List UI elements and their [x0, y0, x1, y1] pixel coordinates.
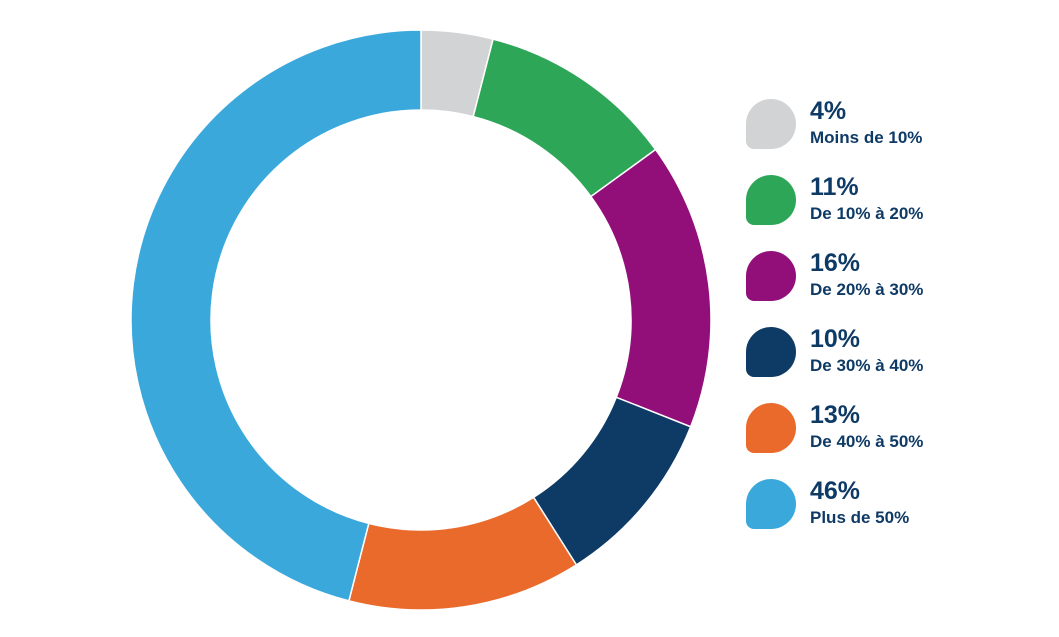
legend-label: Plus de 50%: [810, 508, 910, 527]
legend-value: 16%: [810, 249, 861, 277]
legend-swatch: [746, 403, 796, 453]
donut-slice-4: [347, 496, 578, 611]
donut-slice-5: [130, 29, 422, 602]
legend-value: 10%: [810, 325, 861, 353]
legend-swatch: [746, 99, 796, 149]
legend-value: 13%: [810, 401, 861, 429]
legend-label: De 20% à 30%: [810, 280, 924, 299]
donut-slice-2: [589, 148, 712, 428]
legend-swatch: [746, 175, 796, 225]
legend-value: 4%: [810, 97, 847, 125]
legend-value: 11%: [810, 173, 859, 201]
legend-item-20-a-30: 16% De 20% à 30%: [746, 249, 1046, 327]
legend-item-30-a-40: 10% De 30% à 40%: [746, 325, 1046, 403]
legend-label: De 10% à 20%: [810, 204, 924, 223]
legend-item-40-a-50: 13% De 40% à 50%: [746, 401, 1046, 479]
legend-swatch: [746, 479, 796, 529]
legend-item-moins-de-10: 4% Moins de 10%: [746, 97, 1046, 175]
legend-label: De 40% à 50%: [810, 432, 924, 451]
legend-label: De 30% à 40%: [810, 356, 924, 375]
legend-swatch: [746, 251, 796, 301]
legend-swatch: [746, 327, 796, 377]
legend-item-plus-de-50: 46% Plus de 50%: [746, 477, 1046, 555]
legend-item-10-a-20: 11% De 10% à 20%: [746, 173, 1046, 251]
legend: 4% Moins de 10% 11% De 10% à 20% 16% De …: [746, 97, 1046, 555]
legend-label: Moins de 10%: [810, 128, 923, 147]
legend-value: 46%: [810, 477, 861, 505]
